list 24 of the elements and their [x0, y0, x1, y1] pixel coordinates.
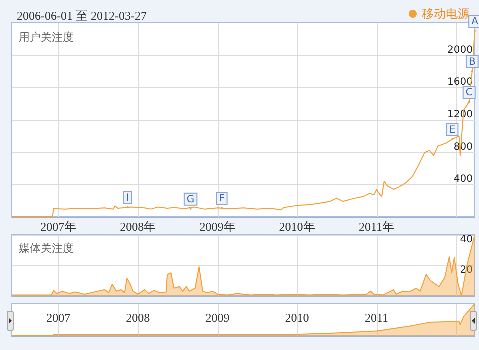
- x-tick-label: 2011年: [359, 220, 395, 234]
- x-tick-label: 2010年: [279, 220, 316, 234]
- x-tick-label: 2011: [365, 311, 389, 325]
- annotation: E: [449, 124, 456, 136]
- x-tick-label: 2010: [285, 311, 310, 325]
- text: 媒体关注度: [19, 242, 74, 255]
- annotation: B: [468, 57, 476, 68]
- annotation: F: [219, 194, 226, 205]
- annotation: I: [126, 192, 130, 204]
- x-tick-label: 2008年: [120, 220, 156, 234]
- annotation: G: [186, 194, 195, 206]
- x-tick-label: 2007年: [40, 220, 77, 234]
- annotation: C: [466, 88, 473, 99]
- text: 用户关注度: [19, 31, 74, 44]
- y-tick-label: 2000: [448, 44, 473, 56]
- x-tick-label: 2009年: [200, 220, 236, 234]
- y-tick-label: 40: [460, 234, 473, 246]
- x-tick-label: 2009: [206, 311, 230, 325]
- annotation: A: [472, 16, 479, 28]
- x-tick-label: 2007: [46, 311, 71, 325]
- y-tick-label: 400: [454, 174, 473, 186]
- legend-label: 移动电源: [422, 7, 470, 21]
- x-tick-label: 2008: [126, 311, 150, 325]
- chart-title: 2006-06-01 至 2012-03-27: [17, 9, 147, 23]
